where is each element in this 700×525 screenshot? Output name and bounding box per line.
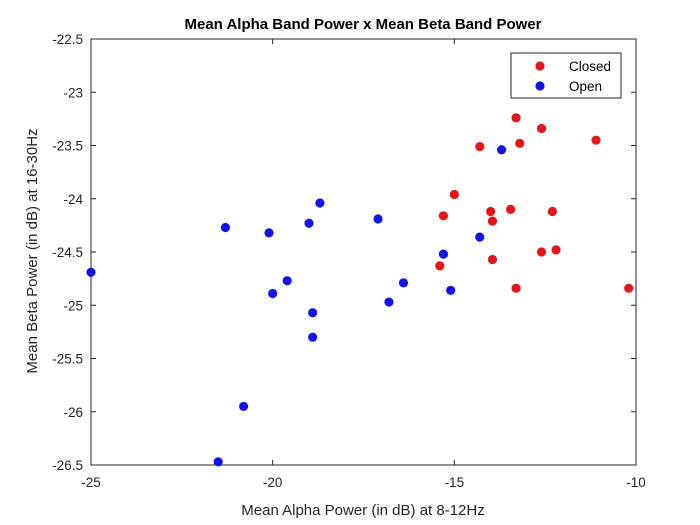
- legend-box: [510, 52, 622, 99]
- data-point-closed: [486, 206, 496, 217]
- y-tick-label: -26.5: [52, 458, 83, 473]
- data-point-open: [239, 401, 249, 412]
- data-point-open: [308, 308, 318, 318]
- data-point-open: [268, 288, 278, 299]
- y-axis-label: Mean Beta Power (in dB) at 16-30Hz: [24, 128, 41, 373]
- data-point-closed: [536, 123, 547, 134]
- data-point-open: [308, 332, 318, 342]
- x-tick-label: -25: [81, 475, 101, 490]
- data-point-open: [438, 249, 449, 259]
- series-open: [86, 145, 507, 467]
- data-point-open: [384, 297, 394, 307]
- data-point-closed: [435, 261, 445, 271]
- data-point-closed: [475, 141, 485, 152]
- data-point-open: [373, 214, 383, 224]
- data-point-closed: [487, 216, 498, 226]
- y-tick-label: -22.5: [52, 32, 83, 47]
- legend-marker: [535, 81, 545, 91]
- axes: -25 -20 -15 -10 -26.5 -26 -25.5 -25 -24.5 -24 -23.…: [52, 32, 646, 490]
- data-point-open: [282, 276, 292, 286]
- data-point-closed: [449, 189, 459, 200]
- data-point-open: [446, 285, 456, 295]
- x-axis-label: Mean Alpha Power (in dB) at 8-12Hz: [241, 502, 484, 519]
- data-points: [86, 113, 634, 467]
- data-point-open: [398, 278, 409, 288]
- data-point-open: [496, 145, 507, 155]
- data-point-closed: [511, 113, 521, 123]
- y-tick-label: -23: [63, 85, 83, 100]
- legend-label: Closed: [569, 59, 611, 74]
- data-point-open: [264, 228, 274, 238]
- data-point-closed: [536, 247, 547, 257]
- data-point-closed: [487, 254, 498, 265]
- y-tick-label: -25.5: [52, 352, 83, 367]
- legend: Closed Open: [510, 52, 622, 99]
- data-point-closed: [438, 211, 449, 221]
- data-point-closed: [551, 245, 561, 255]
- data-point-closed: [591, 135, 601, 145]
- y-tick-label: -25: [63, 298, 83, 313]
- x-tick-label: -15: [445, 475, 465, 490]
- data-point-open: [213, 457, 223, 467]
- data-point-open: [475, 232, 485, 242]
- x-tick-label: -10: [626, 475, 646, 490]
- y-tick-label: -24: [63, 192, 83, 207]
- data-point-closed: [506, 204, 516, 214]
- data-point-closed: [515, 138, 525, 148]
- data-point-open: [304, 218, 314, 228]
- legend-marker: [535, 61, 545, 71]
- x-tick-label: -20: [263, 475, 283, 490]
- data-point-closed: [547, 206, 558, 217]
- series-closed: [435, 113, 634, 293]
- y-tick-label: -26: [63, 405, 83, 420]
- data-point-closed: [624, 283, 634, 293]
- y-tick-label: -24.5: [52, 245, 83, 260]
- data-point-open: [315, 198, 325, 208]
- data-point-closed: [511, 283, 521, 293]
- legend-label: Open: [569, 79, 602, 94]
- data-point-open: [86, 267, 96, 277]
- data-point-open: [220, 222, 231, 233]
- y-tick-label: -23.5: [52, 139, 83, 154]
- chart-title: Mean Alpha Band Power x Mean Beta Band P…: [184, 16, 541, 33]
